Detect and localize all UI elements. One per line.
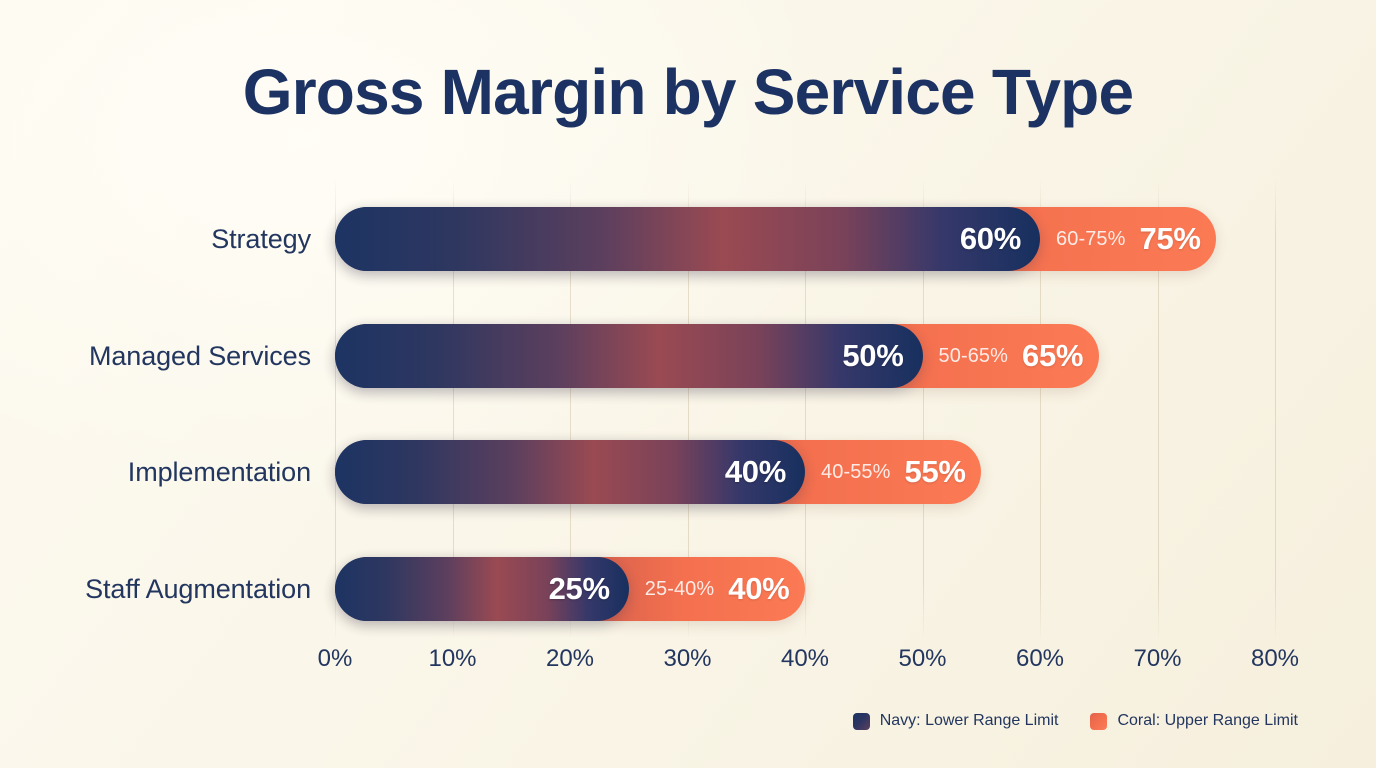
category-label: Implementation [127, 457, 311, 487]
gridline-20pct [570, 181, 571, 637]
x-tick-label: 80% [1250, 645, 1300, 672]
page-title: Gross Margin by Service Type [242, 56, 1134, 128]
gridline-60pct [1040, 181, 1041, 637]
legend-item[interactable]: Navy: Lower Range Limit [852, 712, 1059, 730]
x-tick-label: 60% [1015, 645, 1065, 672]
lower-range-bar[interactable]: 40% [335, 440, 805, 504]
legend-label: Navy: Lower Range Limit [879, 712, 1059, 729]
gridline-80pct [1275, 181, 1276, 637]
category-label: Staff Augmentation [85, 574, 311, 604]
lower-value-label: 60% [959, 221, 1021, 256]
plot-area: Strategy 60-75% 75% 60% Managed Services 50-6… [85, 181, 1276, 637]
bar-row: Staff Augmentation 25-40% 40% 25% [85, 557, 1275, 621]
legend-swatch-navy [852, 712, 870, 730]
x-axis: 0% 10% 20% 30% 40% 50% 60% 70% 80% [318, 645, 1299, 679]
bar-row: Managed Services 50-65% 65% 50% [89, 324, 1275, 388]
legend-item[interactable]: Coral: Upper Range Limit [1090, 712, 1298, 730]
gridline-10pct [452, 181, 454, 637]
gridline-0pct [335, 181, 336, 637]
bar-row: Implementation 40-55% 55% 40% [128, 440, 1275, 504]
lower-value-label: 25% [548, 571, 610, 606]
legend-label: Coral: Upper Range Limit [1117, 712, 1298, 729]
x-tick-label: 50% [898, 645, 947, 672]
x-tick-label: 70% [1133, 645, 1182, 672]
x-tick-label: 20% [545, 645, 595, 672]
lower-range-bar[interactable]: 60% [335, 207, 1040, 271]
category-label: Managed Services [88, 341, 311, 371]
x-tick-label: 30% [663, 645, 712, 672]
gridline-70pct [1157, 181, 1159, 637]
x-tick-label: 10% [428, 645, 477, 672]
gridline-30pct [687, 181, 689, 637]
x-tick-label: 40% [780, 645, 830, 672]
legend: Navy: Lower Range Limit Coral: Upper Rang… [852, 712, 1298, 730]
lower-range-bar[interactable]: 50% [335, 324, 923, 388]
gridline-40pct [805, 181, 806, 637]
lower-value-label: 50% [842, 338, 904, 373]
x-tick-label: 0% [317, 645, 353, 672]
lower-value-label: 40% [724, 454, 786, 489]
gridline-50pct [922, 181, 924, 637]
legend-swatch-coral [1090, 712, 1108, 730]
bar-row: Strategy 60-75% 75% 60% [211, 207, 1275, 271]
category-label: Strategy [211, 224, 311, 254]
lower-range-bar[interactable]: 25% [335, 557, 629, 621]
